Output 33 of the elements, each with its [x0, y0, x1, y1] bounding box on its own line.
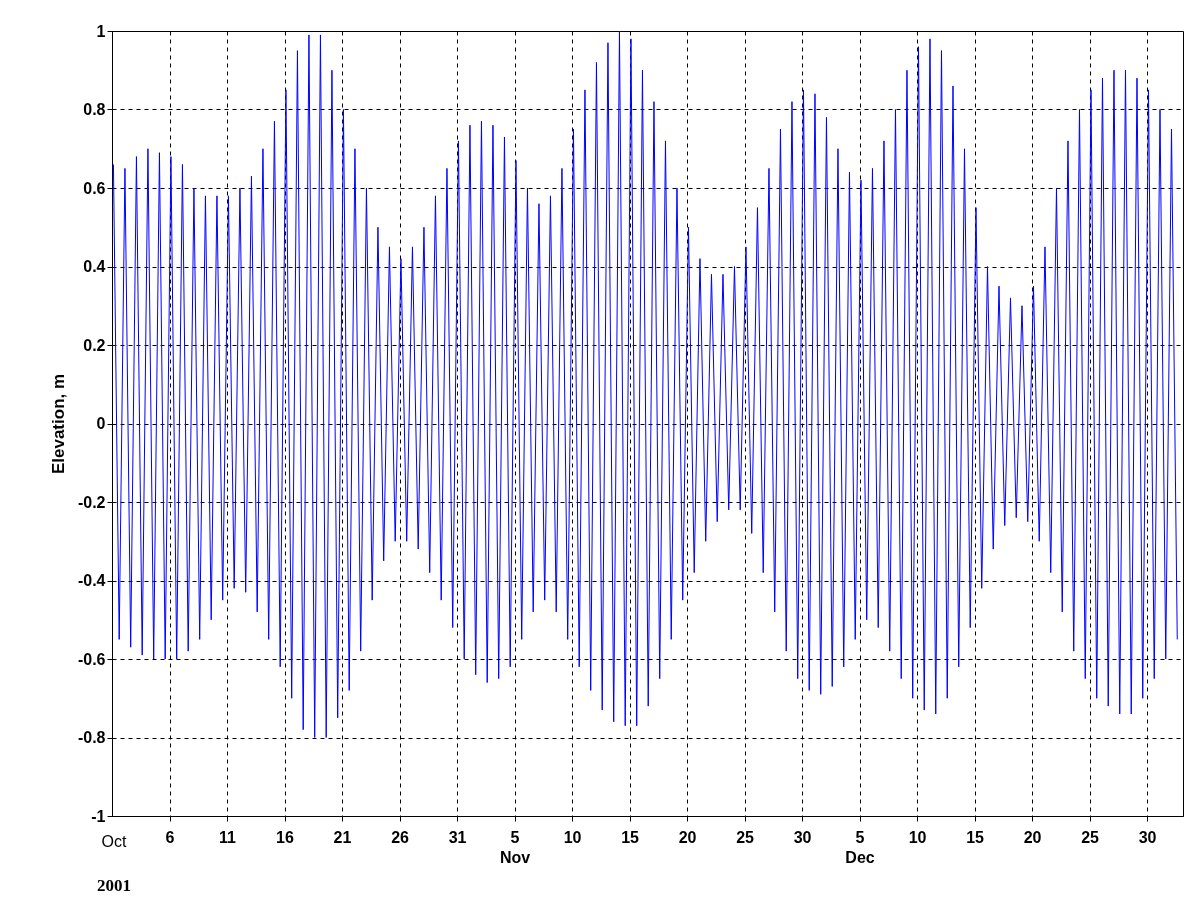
x-tick-label: 6	[165, 828, 175, 846]
x-tick-label: 5 Nov	[499, 828, 531, 866]
x-tick-label: 25	[1081, 828, 1100, 846]
x-tick-label: 5 Dec	[845, 828, 875, 866]
line-series	[112, 31, 1178, 738]
x-tick-label: 10	[563, 828, 582, 846]
y-tick-label: -0.6	[77, 650, 106, 668]
x-tick-label: 21	[333, 828, 352, 846]
x-tick-label: 30	[793, 828, 812, 846]
y-tick-label: -0.8	[77, 729, 106, 746]
y-tick-label: 0	[96, 415, 106, 432]
x-tick-label: 15	[621, 828, 640, 846]
x-tick-label: 31	[448, 828, 467, 846]
y-axis-title: Elevation, m	[48, 373, 68, 475]
x-tick-label: 25	[736, 828, 755, 846]
text: Oct	[101, 833, 127, 850]
y-tick-label: -0.4	[77, 572, 106, 589]
y-tick-label: 0.4	[83, 258, 106, 275]
x-tick-label: 11	[219, 828, 237, 846]
x-tick-label: 10	[908, 828, 927, 846]
y-tick-label: 0.2	[83, 336, 106, 354]
x-tick-label: 26	[391, 828, 410, 846]
x-tick-label: 15	[966, 828, 985, 846]
x-tick-label: 30	[1138, 828, 1157, 846]
y-tick-label: -1	[91, 807, 106, 825]
y-tick-label: 1	[96, 22, 106, 40]
x-tick-label: 20	[678, 828, 697, 846]
x-tick-label: 20	[1023, 828, 1042, 846]
y-tick-label: 0.8	[83, 101, 106, 118]
y-tick-label: 0.6	[83, 179, 106, 197]
text: 2001	[97, 876, 131, 895]
x-tick-label: 16	[276, 828, 295, 846]
y-tick-label: -0.2	[77, 493, 106, 511]
